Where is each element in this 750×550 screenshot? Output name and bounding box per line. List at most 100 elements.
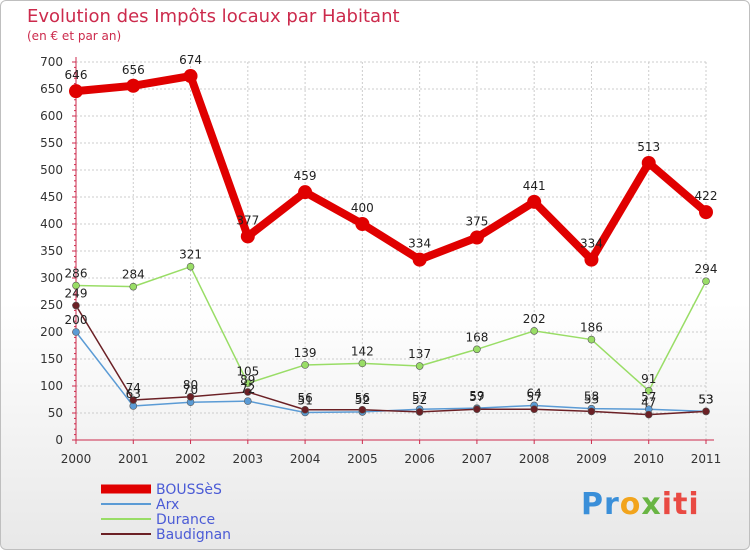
point-baudignan-2002 <box>186 392 195 401</box>
x-tick-label: 2001 <box>118 452 149 466</box>
point-durance-2005 <box>358 359 367 368</box>
proxiti-logo: Proxiti <box>581 487 700 522</box>
point-arx-2003 <box>244 397 252 405</box>
point-baudignan-2003 <box>244 388 252 396</box>
chart-subtitle: (en € et par an) <box>27 29 122 43</box>
data-label-baudignan: 57 <box>469 390 484 404</box>
y-tick-label: 150 <box>40 352 63 366</box>
data-label-durance: 286 <box>65 267 88 281</box>
data-label-baudignan: 89 <box>240 373 255 387</box>
legend-label-boussès: BOUSSèS <box>156 482 222 498</box>
series-line-arx <box>75 331 707 414</box>
y-tick-label: 450 <box>40 190 63 204</box>
x-tick-label: 2003 <box>233 452 264 466</box>
data-label-arx: 59 <box>469 389 484 403</box>
data-label-durance: 137 <box>408 347 431 361</box>
y-tick-label: 300 <box>40 271 63 285</box>
data-label-arx: 58 <box>584 390 599 404</box>
y-tick-label: 0 <box>55 433 63 447</box>
data-label-durance: 186 <box>580 321 603 335</box>
data-label-baudignan: 56 <box>355 391 370 405</box>
x-tick-label: 2010 <box>633 452 664 466</box>
point-durance-2000 <box>72 281 80 290</box>
data-label-durance: 321 <box>179 248 202 262</box>
point-durance-2011 <box>702 277 710 286</box>
legend-label-durance: Durance <box>156 512 215 528</box>
y-tick-label: 100 <box>40 379 63 393</box>
point-boussès-2008 <box>527 194 542 209</box>
series-line-baudignan <box>75 305 707 416</box>
data-label-boussès: 334 <box>580 237 603 251</box>
data-label-boussès: 441 <box>523 179 546 193</box>
data-label-baudignan: 53 <box>698 392 713 406</box>
point-boussès-2006 <box>412 252 427 267</box>
y-tick-label: 550 <box>40 136 63 150</box>
point-durance-2010 <box>644 387 653 395</box>
data-label-arx: 200 <box>65 313 88 327</box>
series-line-boussès <box>75 72 709 264</box>
x-tick-label: 2008 <box>519 452 550 466</box>
chart-title: Evolution des Impôts locaux par Habitant <box>27 6 400 27</box>
data-label-durance: 91 <box>641 372 656 386</box>
y-tick-label: 700 <box>40 55 63 69</box>
point-baudignan-2008 <box>530 405 538 414</box>
point-baudignan-2009 <box>587 407 596 416</box>
y-tick-label: 650 <box>40 82 63 96</box>
data-label-arx: 52 <box>355 393 370 407</box>
point-boussès-2005 <box>355 217 370 231</box>
series-layer <box>69 69 713 419</box>
point-boussès-2003 <box>240 229 255 244</box>
point-boussès-2009 <box>584 252 599 267</box>
data-labels: 646 656 674 377 459 400 334 375 441 334 513 422 200 6… <box>65 53 718 410</box>
point-durance-2001 <box>129 282 138 291</box>
data-label-arx: 63 <box>126 387 141 401</box>
x-tick-label: 2005 <box>347 452 378 466</box>
data-label-baudignan: 80 <box>183 378 198 392</box>
data-label-boussès: 656 <box>122 63 145 77</box>
data-label-durance: 168 <box>465 330 488 344</box>
point-durance-2008 <box>530 327 538 335</box>
data-label-boussès: 646 <box>65 68 88 82</box>
data-label-baudignan: 57 <box>527 390 542 404</box>
y-tick-label: 50 <box>48 406 63 420</box>
data-label-boussès: 375 <box>465 215 488 229</box>
grid <box>75 61 707 441</box>
point-boussès-2001 <box>126 78 141 93</box>
point-boussès-2011 <box>699 205 713 220</box>
data-label-arx: 53 <box>698 392 713 406</box>
data-label-baudignan: 56 <box>297 391 312 405</box>
series-line-durance <box>75 265 707 392</box>
y-tick-label: 350 <box>40 244 63 258</box>
data-label-arx: 72 <box>240 382 255 396</box>
point-boussès-2007 <box>469 230 484 245</box>
y-tick-label: 200 <box>40 325 63 339</box>
x-tick-label: 2000 <box>61 452 92 466</box>
point-durance-2006 <box>415 362 424 370</box>
data-label-arx: 51 <box>297 393 312 407</box>
point-boussès-2004 <box>298 185 313 200</box>
point-baudignan-2011 <box>702 407 710 416</box>
point-baudignan-2005 <box>358 405 367 414</box>
y-tick-label: 600 <box>40 109 63 123</box>
data-label-baudignan: 47 <box>641 396 656 410</box>
point-boussès-2000 <box>69 84 83 99</box>
point-baudignan-2006 <box>415 408 424 416</box>
point-durance-2003 <box>244 379 252 388</box>
x-tick-label: 2009 <box>576 452 607 466</box>
x-tick-label: 2011 <box>691 452 722 466</box>
point-baudignan-2001 <box>129 396 138 404</box>
data-label-arx: 70 <box>183 383 198 397</box>
data-label-boussès: 400 <box>351 201 374 215</box>
data-label-arx: 57 <box>412 390 427 404</box>
x-tick-label: 2002 <box>175 452 206 466</box>
data-label-boussès: 377 <box>236 213 259 227</box>
legend-label-baudignan: Baudignan <box>156 527 231 543</box>
point-durance-2004 <box>301 361 309 369</box>
point-arx-2000 <box>72 328 80 336</box>
data-label-arx: 57 <box>641 390 656 404</box>
point-baudignan-2007 <box>473 405 481 414</box>
point-durance-2002 <box>186 262 195 271</box>
